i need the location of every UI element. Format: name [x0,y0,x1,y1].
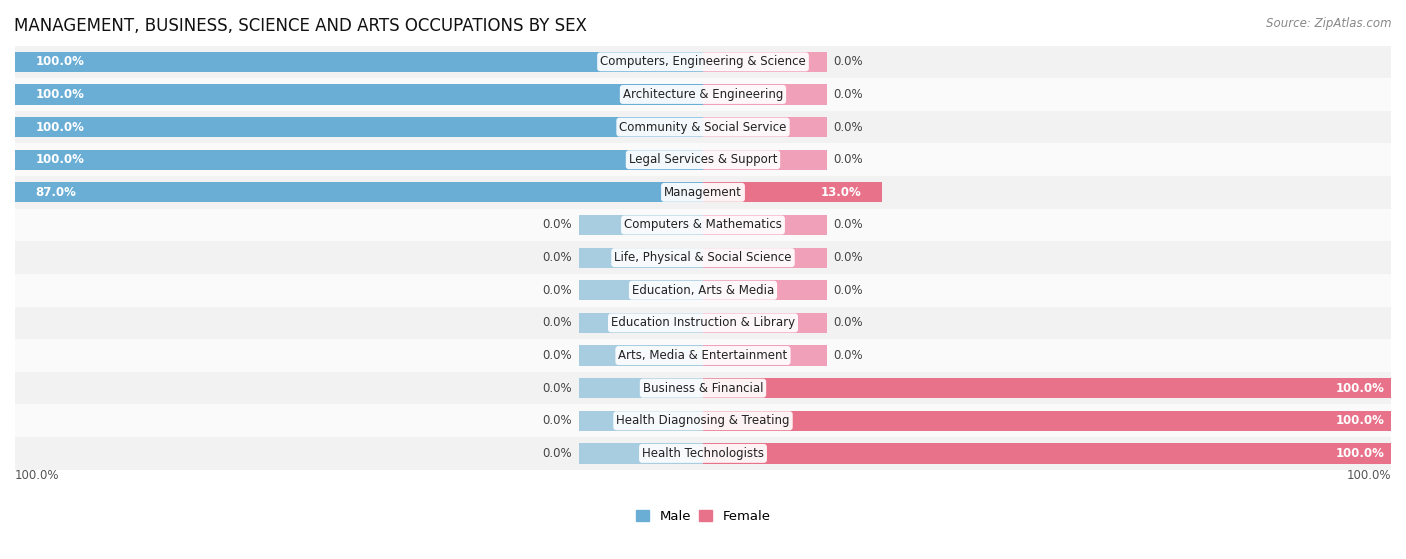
Text: 87.0%: 87.0% [35,186,76,199]
Text: 0.0%: 0.0% [834,251,863,264]
Text: 100.0%: 100.0% [1336,447,1384,460]
Bar [15,209,1391,241]
Text: 0.0%: 0.0% [834,121,863,134]
Bar [15,176,1391,209]
Bar [703,345,827,366]
Text: 0.0%: 0.0% [834,349,863,362]
Text: 0.0%: 0.0% [834,88,863,101]
Text: Community & Social Service: Community & Social Service [619,121,787,134]
Bar [579,248,703,268]
Text: 0.0%: 0.0% [543,251,572,264]
Bar [579,280,703,300]
Text: Arts, Media & Entertainment: Arts, Media & Entertainment [619,349,787,362]
Text: Management: Management [664,186,742,199]
Bar [15,78,1391,111]
Bar [703,182,882,202]
Bar [579,411,703,431]
Text: 0.0%: 0.0% [543,382,572,395]
Bar [15,437,1391,470]
Text: 0.0%: 0.0% [543,284,572,297]
Text: 0.0%: 0.0% [834,316,863,329]
Text: 13.0%: 13.0% [821,186,862,199]
Bar [579,215,703,235]
Text: 0.0%: 0.0% [543,349,572,362]
Text: MANAGEMENT, BUSINESS, SCIENCE AND ARTS OCCUPATIONS BY SEX: MANAGEMENT, BUSINESS, SCIENCE AND ARTS O… [14,17,586,35]
Text: Source: ZipAtlas.com: Source: ZipAtlas.com [1267,17,1392,30]
Bar [703,248,827,268]
Text: 100.0%: 100.0% [35,121,84,134]
Text: Health Technologists: Health Technologists [643,447,763,460]
Text: 0.0%: 0.0% [834,219,863,231]
Text: Health Diagnosing & Treating: Health Diagnosing & Treating [616,414,790,427]
Text: Legal Services & Support: Legal Services & Support [628,153,778,166]
Bar [703,411,1406,431]
Bar [15,111,1391,144]
Text: Education, Arts & Media: Education, Arts & Media [631,284,775,297]
Text: 100.0%: 100.0% [15,469,59,482]
Bar [15,144,1391,176]
Bar [703,313,827,333]
Bar [15,241,1391,274]
Bar [15,45,1391,78]
Bar [703,150,827,170]
Text: Business & Financial: Business & Financial [643,382,763,395]
Text: 100.0%: 100.0% [1347,469,1391,482]
Bar [703,443,1406,463]
Text: 100.0%: 100.0% [35,55,84,68]
Text: 0.0%: 0.0% [543,414,572,427]
Bar [15,306,1391,339]
Bar [579,345,703,366]
Text: 0.0%: 0.0% [543,219,572,231]
Text: Life, Physical & Social Science: Life, Physical & Social Science [614,251,792,264]
Bar [703,280,827,300]
Bar [15,372,1391,405]
Bar [15,274,1391,306]
Text: 100.0%: 100.0% [35,153,84,166]
Bar [15,405,1391,437]
Text: Computers, Engineering & Science: Computers, Engineering & Science [600,55,806,68]
Text: 100.0%: 100.0% [35,88,84,101]
Bar [15,339,1391,372]
Bar [0,150,703,170]
Text: 0.0%: 0.0% [543,447,572,460]
Bar [703,52,827,72]
Bar [0,182,703,202]
Text: 100.0%: 100.0% [1336,414,1384,427]
Text: 0.0%: 0.0% [834,153,863,166]
Text: 0.0%: 0.0% [834,55,863,68]
Text: Computers & Mathematics: Computers & Mathematics [624,219,782,231]
Bar [703,84,827,105]
Text: Architecture & Engineering: Architecture & Engineering [623,88,783,101]
Text: Education Instruction & Library: Education Instruction & Library [612,316,794,329]
Legend: Male, Female: Male, Female [630,505,776,529]
Bar [0,52,703,72]
Bar [579,313,703,333]
Text: 0.0%: 0.0% [834,284,863,297]
Bar [703,117,827,137]
Bar [579,443,703,463]
Bar [0,84,703,105]
Text: 0.0%: 0.0% [543,316,572,329]
Text: 100.0%: 100.0% [1336,382,1384,395]
Bar [703,215,827,235]
Bar [703,378,1406,398]
Bar [579,378,703,398]
Bar [0,117,703,137]
